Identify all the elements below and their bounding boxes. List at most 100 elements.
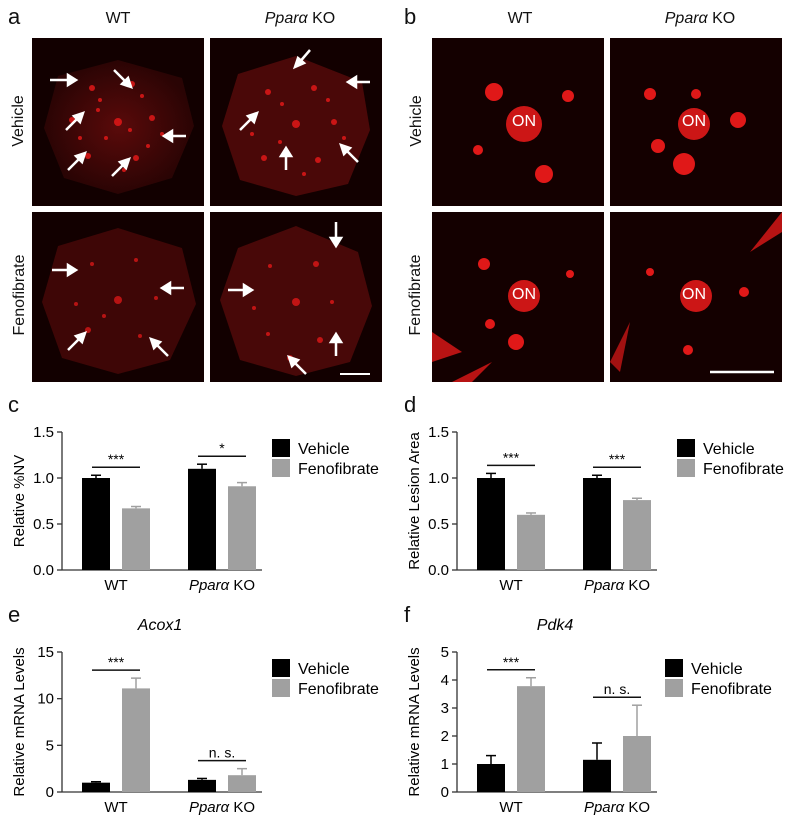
panel-letter-c: c: [8, 392, 19, 417]
bar-vehicle: [583, 478, 611, 570]
bar-vehicle: [477, 478, 505, 570]
legend-label: Vehicle: [703, 441, 755, 458]
category-label-suffix: KO: [624, 577, 650, 594]
legend-swatch: [677, 459, 695, 477]
category-label: WT: [104, 577, 127, 594]
legend-label: Fenofibrate: [298, 461, 379, 478]
y-tick-label: 1.5: [428, 424, 449, 441]
significance-label: ***: [503, 449, 520, 465]
panel-a-row-fenofibrate: Fenofibrate: [11, 254, 28, 336]
significance-label: *: [219, 440, 225, 456]
y-tick-label: 0.5: [33, 516, 54, 533]
y-axis-label: Relative mRNA Levels: [11, 647, 28, 796]
retina-flatmount-wt-vehicle: [44, 60, 194, 194]
panel-a-col-wt: WT: [105, 10, 131, 27]
y-tick-label: 0.0: [33, 562, 54, 579]
y-axis-label: Relative Lesion Area: [406, 432, 423, 570]
bar-vehicle: [82, 478, 110, 570]
bar-vehicle: [477, 764, 505, 792]
y-tick-label: 0: [46, 784, 54, 801]
y-tick-label: 10: [37, 691, 54, 708]
panel-letter-a: a: [8, 4, 21, 29]
y-tick-label: 1.5: [33, 424, 54, 441]
choroid-lesions-ko-fenofibrate: [610, 212, 782, 374]
bar-fenofibrate: [122, 508, 150, 570]
panel-a-image-wt-vehicle: [32, 38, 204, 206]
significance-label: ***: [108, 654, 125, 670]
y-tick-label: 0.5: [428, 516, 449, 533]
category-label-gene: Pparα: [584, 799, 625, 816]
legend-label: Vehicle: [298, 441, 350, 458]
category-label: Pparα KO: [584, 577, 650, 594]
y-tick-label: 0: [441, 784, 449, 801]
significance-label: ***: [108, 451, 125, 467]
panel-a-image-ko-vehicle: [210, 38, 382, 206]
y-tick-label: 2: [441, 728, 449, 745]
chart-d: 0.0 0.5 1.0 1.5 Relative Lesion Area *** WT ***…: [406, 424, 784, 594]
y-tick-label: 4: [441, 672, 449, 689]
chart-f: Pdk4 0 1 2 3 4 5 Relative mRNA Levels *** WT n. s.…: [406, 617, 772, 816]
significance-label: n. s.: [209, 745, 235, 761]
category-label-suffix: KO: [229, 799, 255, 816]
bar-fenofibrate: [122, 688, 150, 792]
y-tick-label: 5: [441, 644, 449, 661]
legend-swatch: [665, 679, 683, 697]
panel-b-row-vehicle: Vehicle: [408, 95, 425, 147]
bar-vehicle: [188, 468, 216, 570]
category-label-gene: Pparα: [189, 799, 230, 816]
panel-b-col-wt: WT: [507, 10, 533, 27]
legend-label: Fenofibrate: [691, 681, 772, 698]
chart-c: 0.0 0.5 1.0 1.5 Relative %NV *** WT * Pparα KO Ve…: [11, 424, 379, 594]
bar-fenofibrate: [228, 486, 256, 570]
legend-swatch: [677, 439, 695, 457]
significance-label: ***: [503, 654, 520, 670]
panel-b-on-label-3: ON: [512, 286, 536, 303]
y-axis-label: Relative %NV: [11, 455, 28, 548]
panel-b-row-fenofibrate: Fenofibrate: [407, 254, 424, 336]
panel-b-col-ko-suffix: KO: [707, 10, 736, 27]
panel-letter-f: f: [404, 602, 411, 627]
panel-a-col-ko-gene: Pparα: [264, 10, 308, 27]
bar-vehicle: [583, 759, 611, 792]
panel-b-image-wt-fenofibrate: ON: [432, 212, 604, 382]
y-tick-label: 1.0: [428, 470, 449, 487]
bar-fenofibrate: [517, 514, 545, 570]
legend-label: Vehicle: [298, 661, 350, 678]
panel-b-image-wt-vehicle: ON: [432, 38, 604, 206]
y-tick-label: 3: [441, 700, 449, 717]
retina-flatmount-wt-fenofibrate: [42, 228, 196, 374]
panel-letter-d: d: [404, 392, 417, 417]
bar-fenofibrate: [228, 775, 256, 792]
legend-swatch: [272, 459, 290, 477]
panel-letter-e: e: [8, 602, 21, 627]
panel-a-col-ko: Pparα KO: [210, 10, 390, 28]
legend-swatch: [272, 659, 290, 677]
legend-swatch: [272, 679, 290, 697]
category-label-suffix: KO: [229, 577, 255, 594]
bar-vehicle: [188, 779, 216, 792]
panel-a-image-wt-fenofibrate: [32, 212, 204, 382]
choroid-lesions-wt-fenofibrate: [432, 258, 574, 382]
y-axis-label: Relative mRNA Levels: [406, 647, 423, 796]
panel-b-image-ko-vehicle: ON: [610, 38, 782, 206]
panel-a-row-vehicle: Vehicle: [10, 95, 27, 147]
category-label: WT: [499, 577, 522, 594]
significance-label: n. s.: [604, 681, 630, 697]
legend-label: Fenofibrate: [298, 681, 379, 698]
legend-label: Fenofibrate: [703, 461, 784, 478]
y-tick-label: 0.0: [428, 562, 449, 579]
category-label: WT: [499, 799, 522, 816]
panel-a-col-ko-suffix: KO: [307, 10, 336, 27]
retina-flatmount-ko-fenofibrate: [220, 222, 372, 376]
panel-b-on-label-2: ON: [682, 113, 706, 130]
panel-a-image-ko-fenofibrate: [210, 212, 382, 382]
panel-b-image-ko-fenofibrate: ON: [610, 212, 782, 382]
panel-b-on-label-4: ON: [682, 286, 706, 303]
bar-vehicle: [82, 782, 110, 792]
panel-b-col-ko: Pparα KO: [610, 10, 790, 28]
legend-swatch: [665, 659, 683, 677]
legend-label: Vehicle: [691, 661, 743, 678]
chart-title: Pdk4: [537, 617, 574, 634]
choroid-lesions-wt-vehicle: [473, 83, 574, 183]
y-tick-label: 5: [46, 737, 54, 754]
